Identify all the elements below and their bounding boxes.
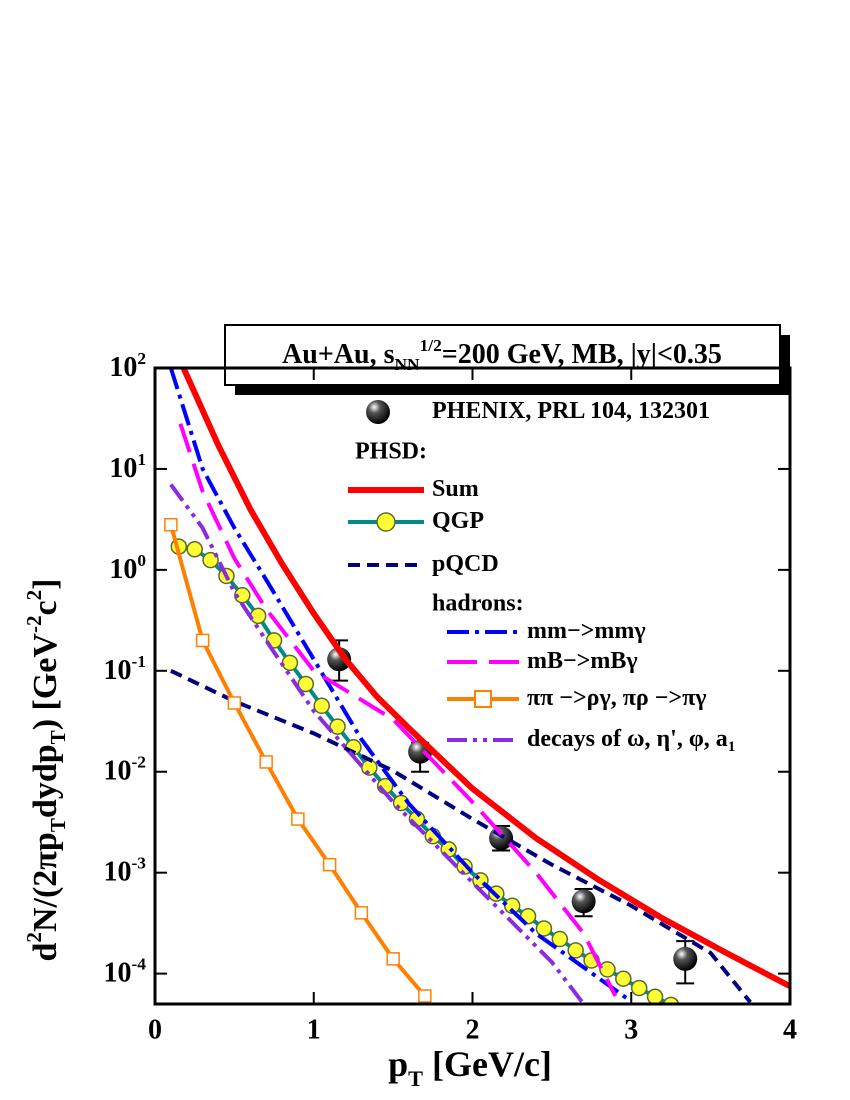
x-tick-label: 1 [307, 1014, 321, 1045]
marker [322, 857, 337, 872]
legend-label: ππ −>ργ, πρ −>πγ [527, 685, 706, 711]
marker [164, 517, 178, 532]
marker [281, 654, 299, 672]
marker [599, 961, 616, 978]
series-line [168, 524, 427, 998]
y-axis-label: d2N/(2πpTdydpT) [GeV-2c2] [22, 579, 70, 962]
legend-label: Sum [432, 476, 479, 502]
marker [186, 541, 203, 558]
marker [662, 996, 680, 1004]
legend-group-label: PHSD: [355, 439, 427, 465]
x-axis-label: pT [GeV/c] [388, 1044, 552, 1090]
series-line [170, 669, 752, 1004]
marker [329, 718, 346, 735]
legend-marker [376, 512, 396, 532]
x-tick-label: 3 [624, 1014, 638, 1045]
marker [673, 946, 698, 971]
marker [418, 989, 432, 1003]
chart-title: Au+Au, sNN1/2=200 GeV, MB, |y|<0.35 [282, 336, 722, 374]
legend-label: pQCD [432, 551, 499, 577]
x-tick-label: 4 [783, 1014, 797, 1045]
marker [646, 988, 664, 1004]
marker [202, 551, 219, 569]
marker [615, 970, 632, 987]
legend-marker [366, 400, 390, 424]
legend-marker [474, 690, 492, 708]
y-tick-label: 10-4 [104, 955, 147, 989]
y-tick-label: 102 [109, 349, 146, 383]
plot-area [164, 368, 790, 1004]
marker [535, 920, 553, 937]
series-line [169, 483, 586, 1004]
marker [489, 826, 514, 851]
marker [567, 942, 584, 959]
x-tick-label: 2 [466, 1014, 480, 1045]
legend-group-label: hadrons: [432, 591, 524, 617]
marker [630, 979, 648, 997]
marker [354, 906, 369, 920]
legend-marker [366, 400, 390, 424]
marker [195, 633, 210, 648]
legend-label: PHENIX, PRL 104, 132301 [432, 398, 710, 424]
marker [327, 647, 352, 672]
marker [291, 812, 305, 826]
marker [551, 930, 569, 948]
x-tick-label: 0 [148, 1014, 162, 1045]
legend-label: decays of ω, η', φ, a1 [527, 726, 735, 756]
series-line [168, 368, 633, 1004]
legend-label: QGP [432, 508, 484, 534]
marker [227, 696, 242, 710]
y-tick-label: 101 [109, 450, 146, 484]
legend-marker [376, 512, 396, 532]
marker [571, 889, 596, 914]
y-tick-label: 10-3 [104, 854, 147, 888]
marker [313, 697, 330, 715]
legend-label: mB−>mBγ [527, 648, 638, 674]
y-tick-label: 10-2 [104, 753, 146, 787]
marker [297, 675, 315, 693]
series-line [178, 423, 618, 997]
y-tick-label: 10-1 [104, 652, 146, 686]
marker [259, 755, 273, 769]
series-line [180, 368, 790, 989]
legend-label: mm−>mmγ [527, 618, 646, 644]
legend-marker [474, 690, 492, 708]
marker [386, 952, 400, 966]
title-box [224, 324, 781, 386]
marker [249, 607, 267, 625]
y-tick-label: 100 [109, 551, 146, 585]
